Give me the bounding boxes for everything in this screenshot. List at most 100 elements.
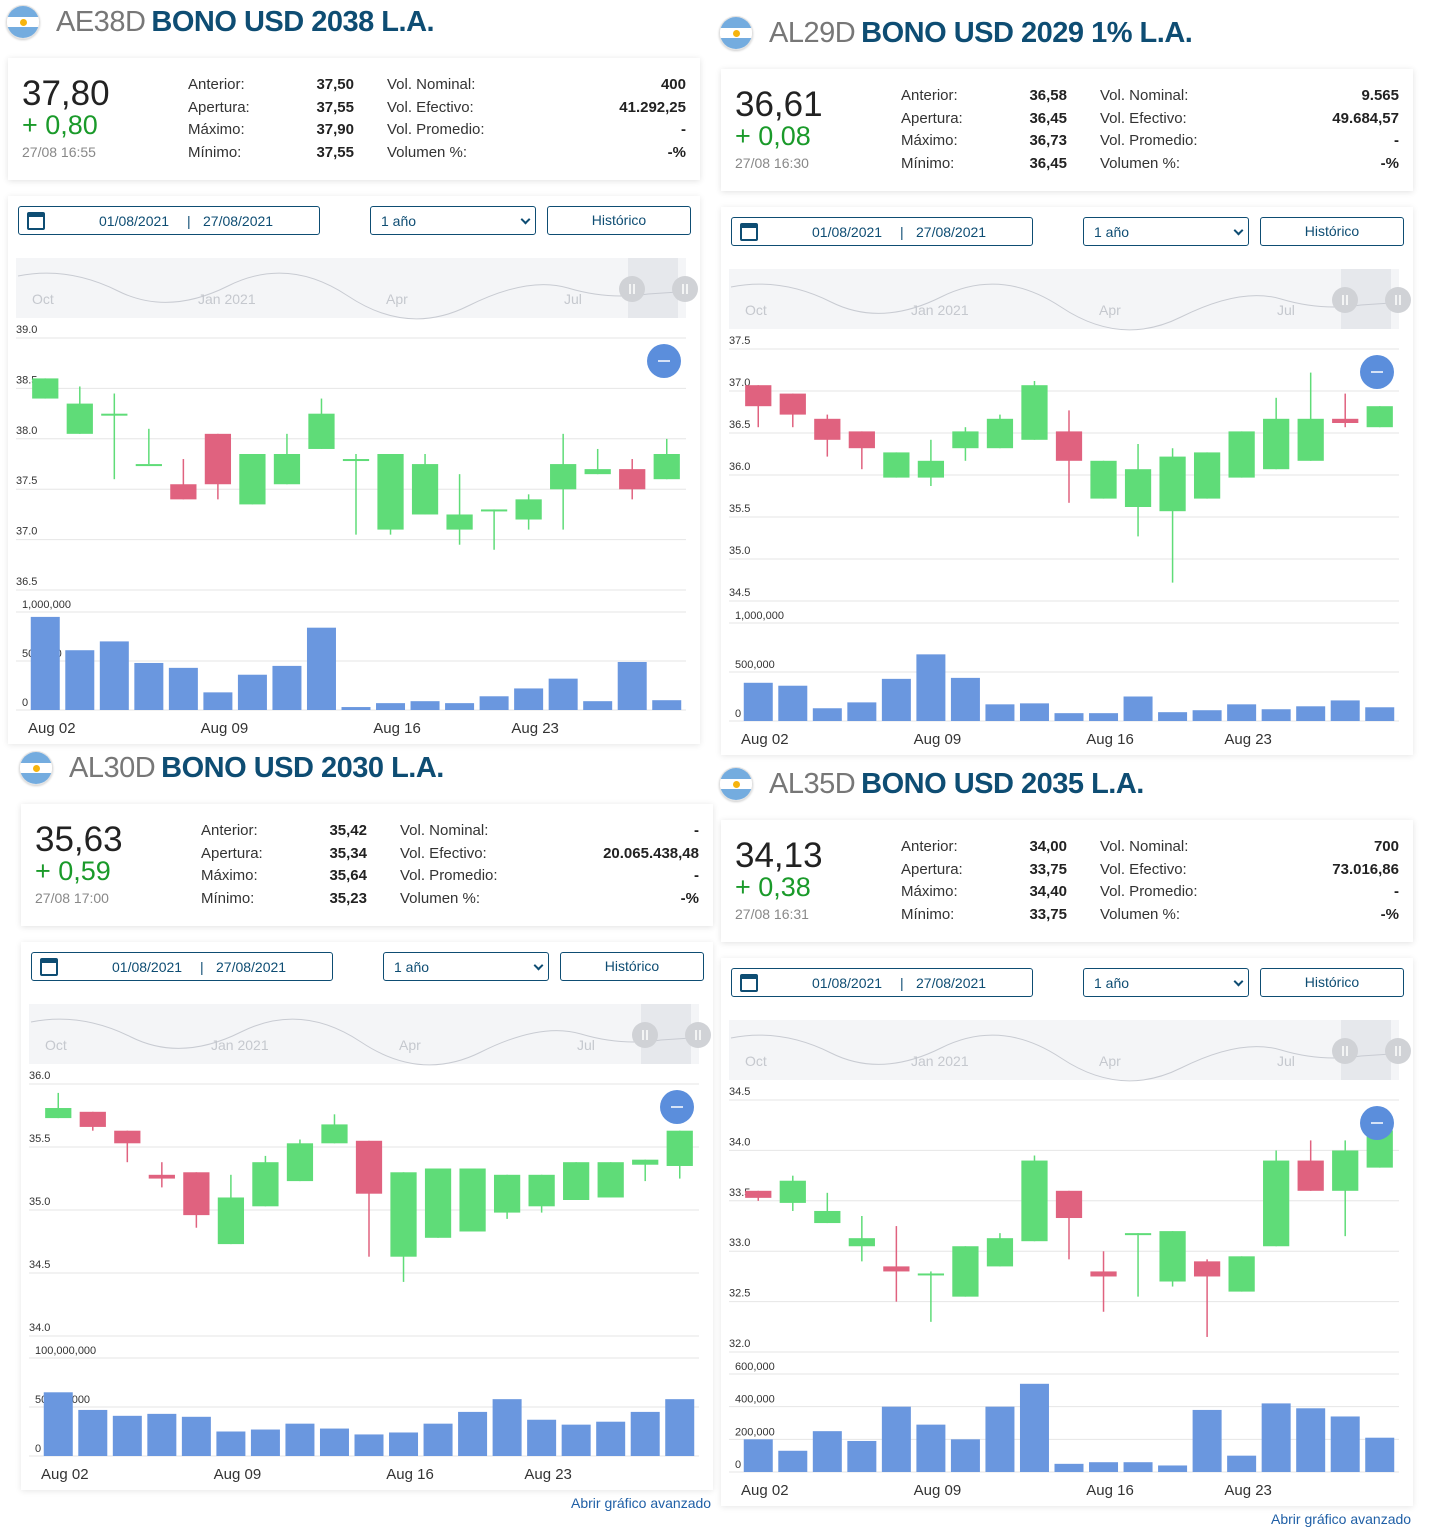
candle-body [917, 1273, 945, 1276]
zoom-out-button[interactable] [1360, 355, 1394, 389]
navigator-series-line [30, 1018, 692, 1066]
date-separator: | [900, 224, 904, 240]
candle-body [170, 484, 197, 500]
zoom-out-button[interactable] [660, 1090, 694, 1124]
value-maximo: 37,90 [316, 121, 354, 138]
candle-body [1228, 1256, 1255, 1292]
range-select[interactable]: 1 año [370, 206, 536, 235]
historico-button[interactable]: Histórico [1260, 217, 1404, 246]
candle-body [528, 1174, 555, 1207]
range-select[interactable]: 1 año [1083, 968, 1249, 997]
label-vol-promedio: Vol. Promedio: [1100, 883, 1198, 900]
advanced-chart-link[interactable]: Abrir gráfico avanzado [571, 1495, 712, 1511]
candle [1332, 393, 1359, 428]
price-tick-label: 38.5 [16, 374, 37, 386]
candle-body [424, 1168, 452, 1238]
volume-bar [65, 650, 95, 710]
advanced-chart-link[interactable]: Abrir gráfico avanzado [1271, 1511, 1412, 1527]
volume-bar [1054, 713, 1084, 721]
volume-bar [950, 1439, 980, 1472]
navigator-handle-icon [1385, 1038, 1411, 1064]
candle [584, 448, 611, 475]
candle [1159, 448, 1186, 583]
price-tick-label: 34.0 [29, 1322, 50, 1334]
calendar-icon[interactable] [40, 957, 58, 976]
candle-body [917, 460, 945, 478]
candle-body [745, 1190, 772, 1198]
zoom-out-button[interactable] [647, 344, 681, 378]
argentina-flag-icon [6, 5, 40, 39]
quote-card: 37,80 + 0,80 27/08 16:55 Anterior: 37,50 Aper… [8, 58, 700, 180]
volume-bar [43, 1392, 73, 1456]
range-select-value: 1 año [1094, 224, 1130, 240]
volume-bar [376, 703, 406, 710]
date-range-input[interactable]: 01/08/2021 | 27/08/2021 [18, 206, 320, 235]
historico-button[interactable]: Histórico [560, 952, 704, 981]
bond-panel: AE38D BONO USD 2038 L.A. 37,80 + 0,80 27/08 … [0, 0, 700, 775]
flag-part [720, 789, 752, 800]
volume-bar [881, 1406, 911, 1472]
bond-name: BONO USD 2035 L.A. [861, 767, 1144, 800]
navigator-background [729, 1020, 1399, 1080]
price-tick-label: 37.0 [16, 526, 37, 538]
volume-bar [583, 701, 613, 710]
candlestick-chart: Oct Jan 2021 Apr Jul 37.5 37.0 36.5 36.0 35.5 35.… [729, 269, 1411, 748]
calendar-icon[interactable] [740, 222, 758, 241]
navigator: Oct Jan 2021 Apr Jul [729, 269, 1411, 331]
candle [1124, 444, 1152, 537]
candle [308, 398, 335, 449]
historico-button[interactable]: Histórico [547, 206, 691, 235]
volume-bar [743, 682, 773, 721]
date-range-input[interactable]: 01/08/2021 | 27/08/2021 [731, 968, 1033, 997]
candle-body [814, 418, 841, 440]
calendar-icon[interactable] [740, 973, 758, 992]
date-from: 01/08/2021 [112, 959, 183, 975]
chart-card: 01/08/2021 | 27/08/2021 1 año Histórico Oct Ja… [21, 942, 713, 1490]
candle [1124, 1233, 1152, 1297]
volume-bar [78, 1409, 108, 1456]
ticker-symbol: AL30D [69, 751, 156, 784]
candle-body [779, 1180, 806, 1203]
volume-bar [1330, 700, 1360, 721]
price-change: + 0,59 [35, 856, 111, 886]
candle [1090, 1251, 1117, 1312]
candle-body [666, 1130, 693, 1166]
bond-name: BONO USD 2038 L.A. [151, 5, 435, 38]
navigator-background [729, 269, 1399, 329]
chart-card: 01/08/2021 | 27/08/2021 1 año Histórico Oct Ja… [721, 207, 1413, 755]
date-range-input[interactable]: 01/08/2021 | 27/08/2021 [31, 952, 333, 981]
range-select[interactable]: 1 año [1083, 217, 1249, 246]
label-vol-promedio: Vol. Promedio: [387, 121, 485, 138]
range-select[interactable]: 1 año [383, 952, 549, 981]
candle-body [183, 1172, 210, 1216]
candles [745, 372, 1393, 583]
navigator-label: Jan 2021 [911, 302, 969, 318]
candle [493, 1174, 521, 1219]
date-range-input[interactable]: 01/08/2021 | 27/08/2021 [731, 217, 1033, 246]
navigator-handle-icon [619, 276, 645, 302]
label-vol-promedio: Vol. Promedio: [1100, 132, 1198, 149]
value-apertura: 37,55 [316, 98, 354, 116]
quote-card: 36,61 + 0,08 27/08 16:30 Anterior: 36,58 Aper… [721, 69, 1413, 191]
volume-bar [492, 1399, 522, 1456]
navigator-series-line [17, 272, 679, 320]
candle-body [204, 433, 232, 485]
volume-bar [30, 616, 60, 710]
calendar-icon[interactable] [27, 211, 45, 230]
candle [848, 1216, 875, 1262]
zoom-out-button[interactable] [1360, 1106, 1394, 1140]
candle [480, 509, 508, 550]
x-tick-label: Aug 23 [511, 720, 559, 737]
chart-card: 01/08/2021 | 27/08/2021 1 año Histórico Oct Ja… [721, 958, 1413, 1506]
x-tick-label: Aug 23 [1224, 731, 1272, 748]
price-tick-label: 38.0 [16, 425, 37, 437]
x-tick-label: Aug 09 [214, 1466, 262, 1483]
volume-bars [743, 1383, 1395, 1472]
candle [148, 1162, 175, 1188]
navigator-handle-circle [1385, 1038, 1411, 1064]
historico-button[interactable]: Histórico [1260, 968, 1404, 997]
volume-bar [285, 1423, 315, 1456]
navigator-handle-icon [672, 276, 698, 302]
candle [1228, 1256, 1255, 1292]
candle [1021, 1155, 1048, 1242]
